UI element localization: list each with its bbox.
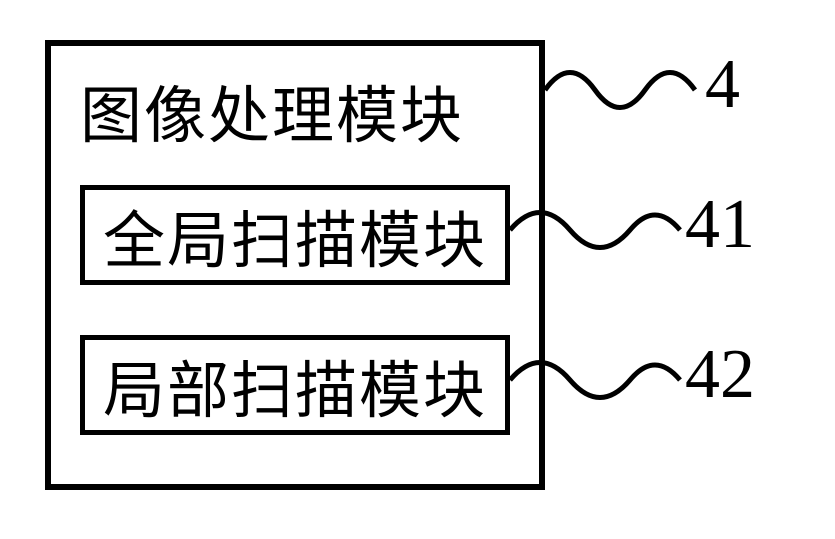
callout-label-41: 41 xyxy=(685,185,755,265)
inner-module-label-2: 局部扫描模块 xyxy=(103,340,487,430)
inner-module-box-1: 全局扫描模块 xyxy=(80,185,510,285)
connector-4 xyxy=(545,70,705,130)
callout-label-42: 42 xyxy=(685,335,755,415)
module-title: 图像处理模块 xyxy=(80,65,464,155)
callout-label-4: 4 xyxy=(705,45,740,125)
inner-module-label-1: 全局扫描模块 xyxy=(103,190,487,280)
inner-module-box-2: 局部扫描模块 xyxy=(80,335,510,435)
